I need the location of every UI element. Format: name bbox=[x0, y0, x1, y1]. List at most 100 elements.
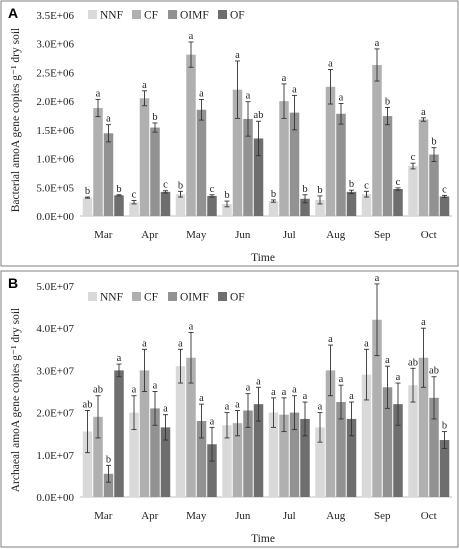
panel-a-plot: 0.0E+00 5.0E+05 1.0E+06 1.5E+06 2.0E+06 2.5E+… bbox=[36, 10, 452, 241]
x-tick-label: Apr bbox=[141, 229, 158, 241]
significance-letter: a bbox=[199, 88, 204, 99]
y-tick-label: 2.0E+06 bbox=[36, 96, 74, 108]
significance-letter: a bbox=[163, 404, 168, 415]
bar-nnf bbox=[129, 202, 139, 216]
legend-label-cf: CF bbox=[144, 10, 158, 22]
x-tick-label: May bbox=[186, 229, 207, 241]
significance-letter: b bbox=[271, 189, 276, 200]
bar-of bbox=[393, 189, 403, 216]
significance-letter: c bbox=[132, 189, 137, 200]
significance-letter: a bbox=[132, 385, 137, 396]
significance-letter: c bbox=[442, 184, 447, 195]
x-tick-label: Sep bbox=[374, 510, 391, 522]
significance-letter: ab bbox=[408, 357, 418, 368]
bar-oimf bbox=[336, 113, 346, 216]
x-tick-label: Oct bbox=[421, 229, 437, 241]
bar-cf bbox=[372, 319, 382, 497]
significance-letter: a bbox=[225, 402, 230, 413]
bar-of bbox=[253, 404, 264, 497]
significance-letter: a bbox=[396, 372, 401, 383]
bar-cf bbox=[186, 54, 196, 216]
x-tick-label: Aug bbox=[326, 510, 345, 522]
bar-of bbox=[346, 191, 357, 216]
significance-letter: c bbox=[364, 180, 369, 191]
significance-letter: ab bbox=[83, 399, 93, 410]
x-tick-label: Jun bbox=[235, 510, 251, 522]
legend-swatch-oimf bbox=[168, 10, 177, 19]
x-tick-label: Apr bbox=[141, 510, 158, 522]
bar-nnf bbox=[361, 374, 372, 497]
significance-letter: a bbox=[339, 374, 344, 385]
legend-swatch-cf bbox=[132, 292, 141, 301]
panel-b-legend: NNF CF OIMF OF bbox=[88, 292, 245, 304]
bar-oimf bbox=[103, 133, 114, 216]
panel-b-x-axis-title: Time bbox=[251, 533, 275, 545]
panel-b: B Archaeal amoA gene copies g⁻¹ dry soil… bbox=[0, 270, 459, 548]
bar-of bbox=[300, 418, 310, 497]
bar-nnf bbox=[222, 425, 232, 497]
significance-letter: a bbox=[235, 50, 240, 61]
legend-label-of: OF bbox=[230, 10, 245, 22]
significance-letter: a bbox=[375, 38, 380, 49]
panel-a-legend: NNF CF OIMF OF bbox=[88, 10, 245, 22]
significance-letter: ab bbox=[254, 110, 264, 121]
panel-b-letter: B bbox=[8, 275, 18, 291]
significance-letter: a bbox=[318, 402, 323, 413]
bar-of bbox=[160, 427, 171, 497]
bar-nnf bbox=[129, 412, 139, 497]
significance-letter: a bbox=[210, 416, 215, 427]
legend-swatch-of bbox=[218, 292, 227, 301]
significance-letter: a bbox=[235, 399, 240, 410]
bar-nnf bbox=[268, 412, 279, 497]
significance-letter: b bbox=[385, 96, 390, 107]
significance-letter: b bbox=[442, 421, 447, 432]
significance-letter: a bbox=[328, 59, 333, 70]
significance-letter: b bbox=[349, 179, 354, 190]
x-tick-label: Sep bbox=[374, 229, 391, 241]
bar-oimf bbox=[243, 410, 253, 497]
bar-of bbox=[207, 444, 217, 497]
significance-letter: a bbox=[421, 317, 426, 328]
y-tick-label: 3.0E+07 bbox=[36, 365, 74, 377]
panel-a-border bbox=[0, 0, 459, 267]
bar-nnf bbox=[268, 201, 279, 216]
significance-letter: c bbox=[396, 177, 401, 188]
legend-label-oimf: OIMF bbox=[180, 292, 209, 304]
y-tick-label: 3.5E+06 bbox=[36, 10, 74, 22]
significance-letter: a bbox=[385, 355, 390, 366]
panel-b-border bbox=[0, 270, 459, 548]
bar-cf bbox=[372, 64, 382, 216]
bar-cf bbox=[325, 86, 336, 217]
panel-a-y-axis-title: Bacterial amoA gene copies g⁻¹ dry soil bbox=[10, 28, 22, 213]
significance-letter: ab bbox=[429, 366, 439, 377]
y-tick-label: 0.0E+00 bbox=[36, 492, 74, 504]
significance-letter: a bbox=[256, 376, 261, 387]
y-tick-label: 0.0E+00 bbox=[36, 211, 74, 223]
bar-cf bbox=[186, 357, 196, 497]
bar-cf bbox=[418, 119, 429, 216]
significance-letter: a bbox=[246, 383, 251, 394]
significance-letter: a bbox=[153, 381, 158, 392]
bar-oimf bbox=[150, 127, 160, 216]
significance-letter: c bbox=[411, 152, 416, 163]
bar-of bbox=[207, 195, 217, 216]
significance-letter: a bbox=[178, 338, 183, 349]
x-tick-label: Jun bbox=[235, 229, 251, 241]
significance-letter: a bbox=[339, 92, 344, 103]
y-tick-label: 1.0E+06 bbox=[36, 154, 74, 166]
bar-cf bbox=[139, 370, 150, 497]
bar-nnf bbox=[315, 199, 325, 216]
significance-letter: b bbox=[106, 454, 111, 465]
panel-a: A Bacterial amoA gene copies g⁻¹ dry soi… bbox=[0, 0, 459, 267]
significance-letter: a bbox=[142, 80, 147, 91]
legend-swatch-nnf bbox=[88, 292, 97, 301]
bar-of bbox=[346, 418, 357, 497]
significance-letter: a bbox=[375, 273, 380, 284]
significance-letter: a bbox=[328, 334, 333, 345]
bar-of bbox=[393, 404, 403, 497]
bar-cf bbox=[279, 414, 289, 497]
significance-letter: c bbox=[210, 184, 215, 195]
significance-letter: b bbox=[116, 184, 121, 195]
significance-letter: a bbox=[282, 73, 287, 84]
x-tick-label: Oct bbox=[421, 510, 437, 522]
